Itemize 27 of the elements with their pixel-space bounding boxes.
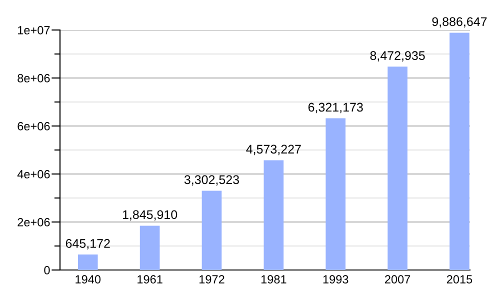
y-tick-label: 2e+06: [18, 218, 50, 226]
bar: [202, 190, 222, 270]
data-label: 6,321,173: [308, 102, 363, 114]
x-tick-label: 1972: [200, 275, 224, 284]
bar: [326, 118, 346, 270]
y-tick-label: 6e+06: [18, 122, 50, 130]
bar: [450, 32, 470, 270]
data-label: 4,573,227: [246, 144, 301, 156]
x-tick-label: 1993: [323, 275, 348, 284]
bar: [78, 254, 98, 270]
x-tick-label: 2015: [446, 275, 472, 284]
bar: [140, 226, 160, 270]
bar: [264, 160, 284, 270]
x-tick-label: 2007: [385, 275, 410, 284]
x-tick-label: 1981: [261, 275, 286, 284]
x-tick-label: 1961: [138, 275, 162, 284]
data-label: 1,845,910: [122, 210, 178, 221]
y-tick-label: 1e+07: [18, 26, 50, 34]
y-tick-label: 0: [44, 266, 50, 274]
data-label: 9,886,647: [432, 17, 487, 28]
y-tick-label: 8e+06: [18, 74, 50, 82]
data-label: 645,172: [66, 239, 110, 250]
bar: [388, 66, 408, 270]
data-label: 3,302,523: [184, 175, 239, 186]
data-label: 8,472,935: [370, 51, 425, 62]
x-tick-label: 1940: [76, 275, 101, 284]
y-tick-label: 4e+06: [17, 170, 50, 178]
